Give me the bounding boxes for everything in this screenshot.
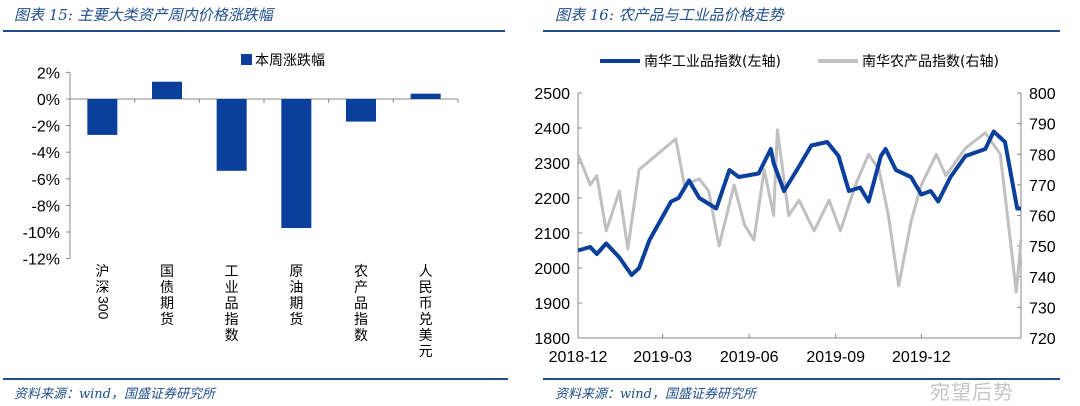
- left-y-tick-label: 1800: [534, 331, 570, 348]
- bar-category-label: 币: [419, 296, 433, 312]
- bar-y-tick-label: -6%: [32, 172, 60, 189]
- bar-category-label: 货: [160, 311, 174, 328]
- left-y-tick-label: 2400: [534, 121, 570, 138]
- right-source-rule: [543, 378, 1060, 380]
- right-chart-title: 图表 16: 农产品与工业品价格走势: [555, 6, 784, 24]
- x-tick-label: 2019-09: [806, 349, 865, 366]
- bar-category-label: 兑: [419, 312, 433, 328]
- right-y-tick-label: 800: [1029, 86, 1056, 103]
- bar-category-label: 农: [354, 264, 368, 280]
- bar-category-label: 期: [289, 296, 303, 312]
- industrial-index-line: [577, 129, 1021, 277]
- bar-category-label: 美: [419, 328, 433, 344]
- right-y-tick-label: 770: [1029, 178, 1056, 195]
- bar-category-label: 指: [354, 312, 368, 328]
- bar-2: [216, 99, 247, 171]
- agri-index-line: [576, 128, 1023, 294]
- bar-category-label: 指: [225, 312, 239, 328]
- x-tick-label: 2018-12: [549, 349, 608, 366]
- bar-category-label: 原: [289, 264, 303, 280]
- left-y-tick-label: 2300: [534, 156, 570, 173]
- right-y-tick-label: 730: [1029, 300, 1056, 317]
- bar-y-tick-label: -4%: [32, 145, 60, 162]
- bar-category-label: 品: [225, 296, 239, 312]
- bar-category-label: 元: [419, 344, 433, 360]
- bar-y-tick-label: -2%: [32, 119, 60, 136]
- right-y-tick-label: 790: [1029, 117, 1056, 134]
- left-source: 资料来源：wind，国盛证券研究所: [14, 387, 215, 402]
- bar-category-label: 人: [419, 264, 433, 280]
- watermark-logo: 宛望后势: [930, 380, 1014, 404]
- bar-category-label: 沪: [95, 264, 109, 280]
- bar-category-label: 300: [96, 296, 112, 320]
- left-source-rule: [3, 378, 508, 380]
- bar-1: [152, 81, 182, 99]
- x-tick-label: 2019-03: [633, 349, 692, 366]
- bar-y-tick-label: -8%: [32, 198, 60, 215]
- left-chart-title: 图表 15: 主要大类资产周内价格涨跌幅: [14, 6, 273, 24]
- left-title-rule: [3, 30, 505, 32]
- right-y-tick-label: 750: [1029, 239, 1056, 256]
- bar-category-label: 业: [225, 280, 239, 296]
- right-y-tick-label: 780: [1029, 147, 1056, 164]
- bar-category-label: 工: [225, 264, 239, 280]
- left-y-tick-label: 2500: [534, 86, 570, 103]
- x-tick-label: 2019-12: [892, 349, 951, 366]
- bar-4: [346, 99, 376, 122]
- bar-legend-swatch: [241, 54, 252, 65]
- left-y-tick-label: 2100: [534, 226, 570, 243]
- bar-y-tick-label: 2%: [37, 65, 60, 82]
- bar-y-tick-label: 0%: [37, 92, 60, 109]
- bar-category-label: 产: [354, 280, 368, 296]
- left-y-tick-label: 2200: [534, 191, 570, 208]
- bar-5: [410, 93, 441, 99]
- bar-y-tick-label: -10%: [23, 225, 60, 242]
- bar-category-label: 油: [289, 280, 303, 296]
- bar-category-label: 数: [225, 328, 239, 344]
- x-tick-label: 2019-06: [720, 349, 779, 366]
- bar-y-tick-label: -12%: [23, 252, 60, 269]
- legend-industrial-label: 南华工业品指数(左轴): [644, 54, 781, 70]
- bar-3: [281, 99, 312, 229]
- bar-0: [87, 99, 118, 135]
- bar-category-label: 民: [419, 280, 433, 296]
- left-y-tick-label: 2000: [534, 261, 570, 278]
- right-title-rule: [543, 30, 1060, 32]
- right-y-tick-label: 720: [1029, 331, 1056, 348]
- right-source: 资料来源：wind，国盛证券研究所: [555, 387, 756, 402]
- bar-category-label: 期: [160, 296, 174, 312]
- right-y-tick-label: 760: [1029, 209, 1056, 226]
- bar-category-label: 债: [160, 280, 174, 296]
- bar-category-label: 深: [95, 280, 109, 296]
- right-y-tick-label: 740: [1029, 270, 1056, 287]
- bar-category-label: 国: [160, 264, 174, 280]
- legend-agri-label: 南华农产品指数(右轴): [862, 54, 999, 70]
- bar-category-label: 数: [354, 328, 368, 344]
- bar-legend-label: 本周涨跌幅: [255, 53, 325, 69]
- bar-category-label: 品: [354, 296, 368, 312]
- bar-category-label: 货: [289, 311, 303, 328]
- left-y-tick-label: 1900: [534, 296, 570, 313]
